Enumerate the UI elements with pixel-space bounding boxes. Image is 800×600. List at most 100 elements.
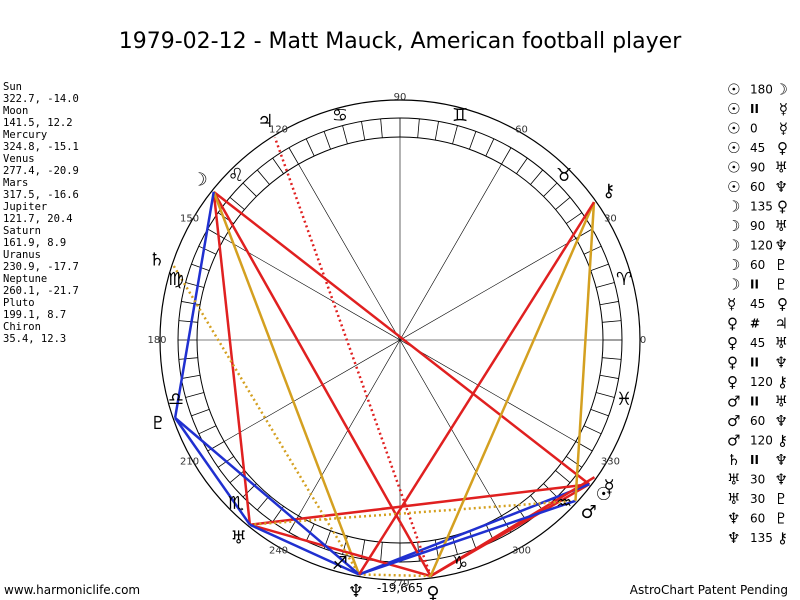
aspect-line: [358, 201, 596, 576]
aspect-label: 30: [750, 492, 765, 506]
planet-position: 230.9, -17.7: [3, 261, 79, 273]
aspect-label: II: [750, 453, 759, 467]
aspect-planet-a: ♅: [727, 490, 740, 508]
aspect-label: 60: [750, 258, 765, 272]
aspect-label: 60: [750, 180, 765, 194]
aspect-line: [249, 523, 431, 578]
planet-name: Jupiter: [3, 201, 47, 213]
zodiac-sign: ♏: [228, 493, 244, 514]
aspect-planet-b: ♆: [775, 471, 788, 489]
tick: [469, 131, 477, 150]
planet-position: 161.9, 8.9: [3, 237, 66, 249]
tick: [256, 169, 270, 185]
planet-glyph: ♃: [257, 111, 273, 132]
planet-name: Chiron: [3, 321, 41, 333]
tick: [516, 157, 528, 174]
footer-left: www.harmoniclife.com: [4, 583, 140, 597]
aspect-label: 45: [750, 141, 765, 155]
aspect-planet-b: ♇: [775, 490, 788, 508]
planet-position: 121.7, 20.4: [3, 213, 73, 225]
degree-label: 0: [640, 335, 646, 346]
tick: [566, 456, 583, 468]
tick: [583, 245, 602, 255]
aspect-line: [212, 191, 361, 575]
aspect-planet-a: ☉: [727, 159, 740, 177]
aspect-planet-b: ☿: [779, 100, 788, 118]
planet-position: 199.1, 8.7: [3, 309, 66, 321]
aspect-planet-a: ♀: [727, 315, 738, 333]
tick: [380, 118, 383, 138]
aspect-planet-a: ♂: [727, 412, 740, 430]
aspect-planet-a: ♀: [727, 354, 738, 372]
aspect-planet-a: ♀: [727, 373, 738, 391]
bottom-label: -19,665: [377, 581, 423, 595]
planet-glyph: ⚷: [602, 181, 615, 202]
aspect-line: [212, 191, 432, 577]
planet-position: 317.5, -16.6: [3, 189, 79, 201]
planet-name: Uranus: [3, 249, 41, 261]
planet-position: 277.4, -20.9: [3, 165, 79, 177]
aspect-planet-b: ♆: [775, 412, 788, 430]
degree-label: 240: [269, 545, 288, 556]
aspect-planet-b: ♆: [775, 451, 788, 469]
tick: [595, 392, 615, 398]
aspect-label: 135: [750, 200, 773, 214]
planet-name: Neptune: [3, 273, 47, 285]
aspect-line: [212, 191, 252, 525]
aspect-planet-b: ♅: [775, 159, 788, 177]
tick: [595, 282, 615, 288]
tick: [501, 147, 512, 165]
degree-label: 30: [604, 214, 617, 225]
zodiac-sign: ♍: [168, 269, 184, 290]
aspect-line: [174, 416, 360, 576]
planet-glyph: ☽: [192, 170, 208, 191]
aspect-line: [273, 137, 432, 577]
tick: [555, 470, 571, 484]
aspect-line: [574, 202, 596, 501]
tick: [590, 263, 609, 271]
aspect-line: [174, 417, 251, 526]
aspect-planet-b: ⚷: [777, 529, 788, 547]
aspect-label: II: [750, 102, 759, 116]
degree-label: 300: [512, 545, 531, 556]
aspect-planet-a: ♄: [727, 451, 740, 469]
planet-position: 260.1, -21.7: [3, 285, 79, 297]
aspect-label: 60: [750, 414, 765, 428]
footer-right: AstroChart Patent Pending: [630, 583, 788, 597]
zodiac-sign: ♉: [556, 165, 572, 186]
tick: [242, 182, 257, 197]
aspect-planet-a: ♂: [727, 393, 740, 411]
planet-glyph: ♂: [581, 502, 597, 523]
aspect-planet-b: ⚷: [777, 432, 788, 450]
aspect-planet-a: ☽: [727, 237, 740, 255]
planet-name: Moon: [3, 105, 28, 117]
aspect-line: [429, 201, 596, 577]
aspect-label: 120: [750, 434, 773, 448]
aspect-label: 45: [750, 297, 765, 311]
aspect-label: II: [750, 395, 759, 409]
aspect-planet-a: ♂: [727, 432, 740, 450]
spoke: [224, 238, 576, 442]
aspect-planet-a: ♆: [727, 529, 740, 547]
aspect-lines: [172, 137, 596, 578]
tick: [599, 301, 619, 306]
aspect-planet-b: ♆: [775, 178, 788, 196]
tick: [288, 147, 299, 165]
planet-glyph: ☉: [596, 484, 612, 505]
aspect-label: II: [750, 278, 759, 292]
aspect-planet-a: ☽: [727, 256, 740, 274]
aspect-label: 135: [750, 531, 773, 545]
aspect-label: 45: [750, 336, 765, 350]
tick: [555, 196, 571, 210]
aspect-planet-b: ♀: [777, 295, 788, 313]
tick: [342, 125, 348, 145]
aspect-planet-a: ☉: [727, 178, 740, 196]
degree-label: 150: [180, 214, 199, 225]
aspect-planet-b: ♆: [775, 354, 788, 372]
aspect-planet-b: ♅: [775, 393, 788, 411]
zodiac-sign: ♌: [228, 165, 244, 186]
tick: [323, 131, 331, 150]
zodiac-sign: ♓: [616, 389, 632, 410]
tick: [181, 374, 201, 379]
